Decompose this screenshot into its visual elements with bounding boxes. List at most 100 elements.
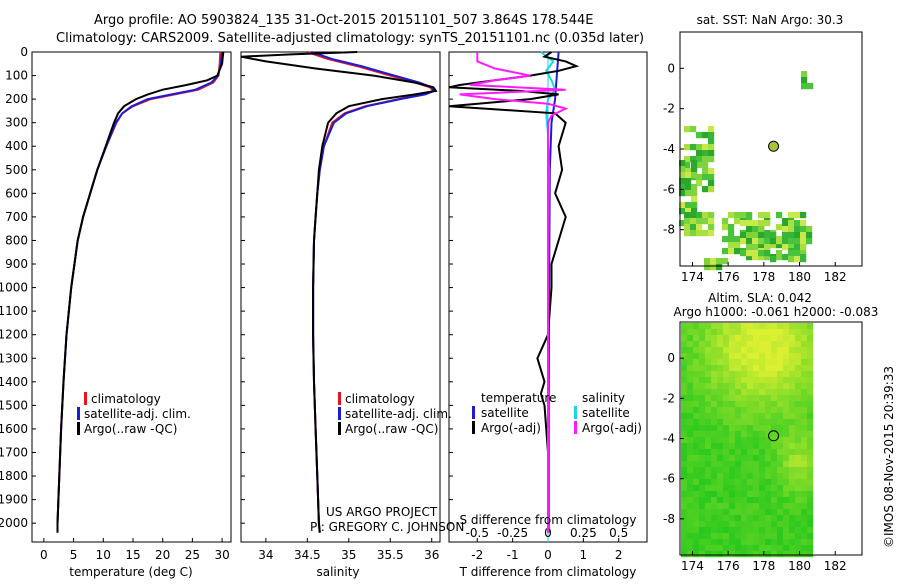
sst-cell — [806, 226, 813, 233]
sla-cell — [807, 533, 814, 540]
sla-cell — [699, 461, 706, 468]
sst-cell — [758, 250, 765, 257]
sla-cell — [777, 353, 784, 360]
sst-cell — [704, 264, 711, 271]
sla-cell — [705, 545, 712, 552]
sla-cell — [699, 527, 706, 534]
sla-cell — [729, 329, 736, 336]
sla-cell — [753, 491, 760, 498]
map-x-tick-label: 182 — [824, 559, 847, 573]
sla-cell — [753, 545, 760, 552]
sla-cell — [807, 371, 814, 378]
sla-cell — [693, 407, 700, 414]
sla-cell — [789, 335, 796, 342]
sla-cell — [747, 323, 754, 330]
sla-cell — [753, 497, 760, 504]
sst-cell — [776, 212, 783, 219]
sla-cell — [783, 431, 790, 438]
sla-cell — [705, 473, 712, 480]
sla-cell — [807, 335, 814, 342]
figure-title-line1: Argo profile: AO 5903824_135 31-Oct-2015… — [94, 13, 593, 28]
sla-cell — [693, 341, 700, 348]
sla-cell — [687, 377, 694, 384]
sla-cell — [783, 479, 790, 486]
sla-cell — [783, 371, 790, 378]
sst-cell — [782, 220, 789, 227]
sla-cell — [795, 497, 802, 504]
sla-cell — [777, 551, 784, 558]
sst-cell — [728, 248, 735, 255]
sst-cell — [708, 138, 715, 145]
sla-cell — [771, 527, 778, 534]
sla-cell — [771, 545, 778, 552]
salinity-x-ticks: 34 34.5 35 35.5 36 — [258, 538, 439, 562]
sla-cell — [741, 461, 748, 468]
sst-cell — [807, 83, 814, 90]
salt-diff-tick-label: -0.25 — [497, 526, 528, 540]
sla-cell — [741, 407, 748, 414]
sla-cell — [729, 335, 736, 342]
sla-cell — [747, 347, 754, 354]
sla-cell — [741, 425, 748, 432]
depth-tick-label: 1900 — [0, 493, 28, 507]
legend-label-sat-temp: satellite — [481, 406, 529, 420]
sst-cell — [758, 242, 765, 249]
sla-cell — [705, 377, 712, 384]
sla-cell — [687, 401, 694, 408]
sla-cell — [681, 365, 688, 372]
sla-cell — [735, 479, 742, 486]
sla-cell — [753, 503, 760, 510]
sst-cell — [679, 166, 686, 173]
sla-cell — [717, 521, 724, 528]
sla-cell — [807, 479, 814, 486]
sst-cell — [788, 238, 795, 245]
sla-cell — [765, 545, 772, 552]
sla-cell — [699, 449, 706, 456]
sla-cell — [741, 365, 748, 372]
sla-cell — [807, 455, 814, 462]
sla-cell — [735, 395, 742, 402]
temperature-plot-frame — [31, 51, 232, 543]
sla-cell — [771, 353, 778, 360]
sla-cell — [801, 485, 808, 492]
sla-cell — [765, 395, 772, 402]
sla-cell — [705, 389, 712, 396]
sla-cell — [795, 359, 802, 366]
sla-cell — [759, 443, 766, 450]
imos-stamp: ©IMOS 08-Nov-2015 20:39:33 — [882, 366, 896, 548]
sla-cell — [795, 503, 802, 510]
sst-cell — [746, 220, 753, 227]
sla-cell — [801, 551, 808, 558]
sla-cell — [711, 497, 718, 504]
sla-cell — [789, 503, 796, 510]
sla-cell — [795, 527, 802, 534]
sla-cell — [687, 323, 694, 330]
sla-cell — [687, 359, 694, 366]
argo-line — [56, 51, 225, 533]
sst-cell — [708, 224, 715, 231]
sla-cell — [807, 389, 814, 396]
sla-cell — [699, 467, 706, 474]
sla-cell — [759, 485, 766, 492]
sla-cell — [693, 329, 700, 336]
temperature-series — [56, 51, 225, 533]
sla-cell — [807, 413, 814, 420]
sst-cell — [788, 232, 795, 239]
sla-cell — [735, 323, 742, 330]
sst-cell — [740, 232, 747, 239]
sla-cell — [741, 539, 748, 546]
sla-cell — [705, 323, 712, 330]
sst-cell — [691, 166, 698, 173]
sla-cell — [717, 347, 724, 354]
sst-heatmap-cells — [679, 71, 814, 271]
argo-temp-diff-line — [448, 51, 580, 533]
sla-cell — [729, 521, 736, 528]
x-tick-label: -2 — [471, 548, 483, 562]
sla-cell — [723, 425, 730, 432]
sla-cell — [789, 371, 796, 378]
sla-cell — [705, 383, 712, 390]
sla-cell — [693, 449, 700, 456]
sla-cell — [705, 413, 712, 420]
sla-cell — [789, 401, 796, 408]
sla-cell — [687, 407, 694, 414]
